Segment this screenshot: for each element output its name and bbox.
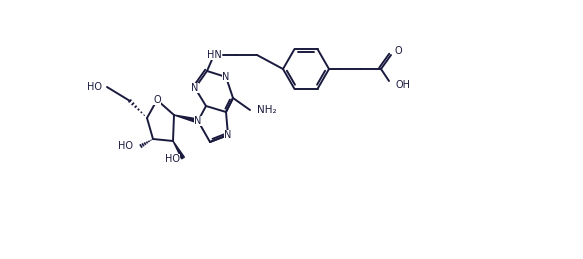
Text: HN: HN (206, 50, 222, 60)
Text: HO: HO (165, 154, 180, 164)
Text: O: O (394, 46, 402, 56)
Text: N: N (222, 72, 230, 82)
Polygon shape (173, 141, 184, 159)
Text: HO: HO (87, 82, 102, 92)
Text: N: N (191, 83, 199, 93)
Text: N: N (194, 116, 202, 126)
Text: O: O (153, 95, 161, 105)
Text: OH: OH (395, 80, 410, 90)
Polygon shape (174, 115, 198, 123)
Text: N: N (224, 130, 231, 140)
Text: HO: HO (118, 141, 133, 151)
Text: NH₂: NH₂ (257, 105, 276, 115)
